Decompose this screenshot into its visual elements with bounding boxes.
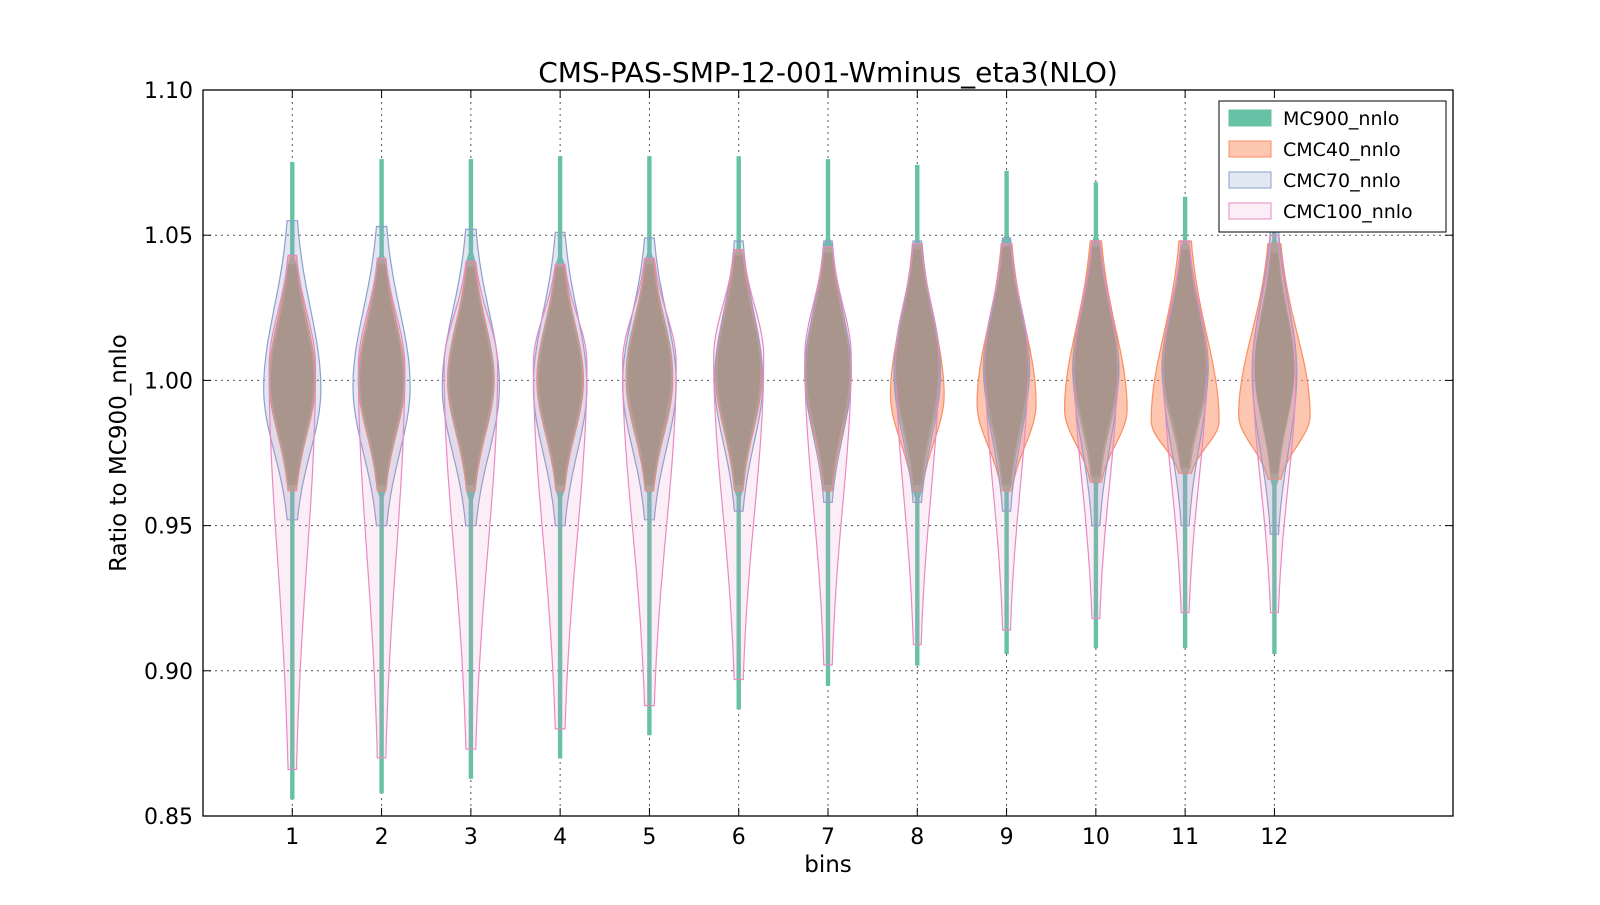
y-tick-label: 1.05 [144, 224, 193, 249]
overlap-bin-7 [806, 252, 850, 485]
overlap-bin-2 [360, 264, 403, 485]
x-tick-label: 5 [642, 825, 656, 850]
overlap-bin-1 [270, 264, 314, 485]
y-tick-label: 0.90 [144, 660, 193, 685]
legend-label: CMC70_nnlo [1283, 170, 1401, 192]
y-tick-label: 0.95 [144, 515, 193, 540]
violin-layer [263, 156, 1311, 800]
y-tick-label: 1.00 [144, 369, 193, 394]
x-tick-label: 6 [732, 825, 746, 850]
y-axis-label: Ratio to MC900_nnlo [106, 334, 132, 572]
tick-layer: 0.850.900.951.001.051.101 2 3 4 5 6 7 8 9 10 11 12 [144, 79, 1453, 850]
overlap-bin-9 [985, 246, 1028, 485]
legend-swatch [1228, 171, 1272, 189]
legend-label: CMC40_nnlo [1283, 139, 1401, 161]
x-axis-label: bins [804, 852, 852, 878]
x-tick-label: 7 [821, 825, 835, 850]
legend-swatch [1228, 140, 1272, 158]
legend-label: CMC100_nnlo [1283, 201, 1413, 223]
overlap-bin-4 [538, 267, 582, 485]
overlap-bin-8 [895, 249, 939, 485]
legend-label: MC900_nnlo [1283, 108, 1399, 130]
y-tick-label: 0.85 [144, 805, 193, 830]
x-tick-label: 11 [1171, 825, 1199, 850]
overlap-bin-12 [1254, 252, 1295, 474]
overlap-layer [270, 246, 1295, 485]
x-tick-label: 4 [553, 825, 567, 850]
x-tick-label: 9 [1000, 825, 1014, 850]
x-tick-label: 8 [910, 825, 924, 850]
y-tick-label: 1.10 [144, 79, 193, 104]
overlap-bin-5 [628, 264, 671, 485]
overlap-bin-3 [449, 267, 493, 485]
overlap-bin-6 [717, 255, 761, 485]
overlap-bin-10 [1074, 246, 1118, 477]
x-tick-label: 10 [1082, 825, 1110, 850]
chart-title: CMS-PAS-SMP-12-001-Wminus_eta3(NLO) [538, 56, 1118, 89]
x-tick-label: 3 [464, 825, 478, 850]
legend-swatch [1228, 202, 1272, 220]
x-tick-label: 2 [375, 825, 389, 850]
overlap-bin-11 [1163, 249, 1207, 468]
legend-swatch [1228, 109, 1272, 127]
legend: MC900_nnlo CMC40_nnlo CMC70_nnlo CMC100_nnl… [1218, 100, 1447, 233]
x-tick-label: 12 [1260, 825, 1288, 850]
x-tick-label: 1 [285, 825, 299, 850]
